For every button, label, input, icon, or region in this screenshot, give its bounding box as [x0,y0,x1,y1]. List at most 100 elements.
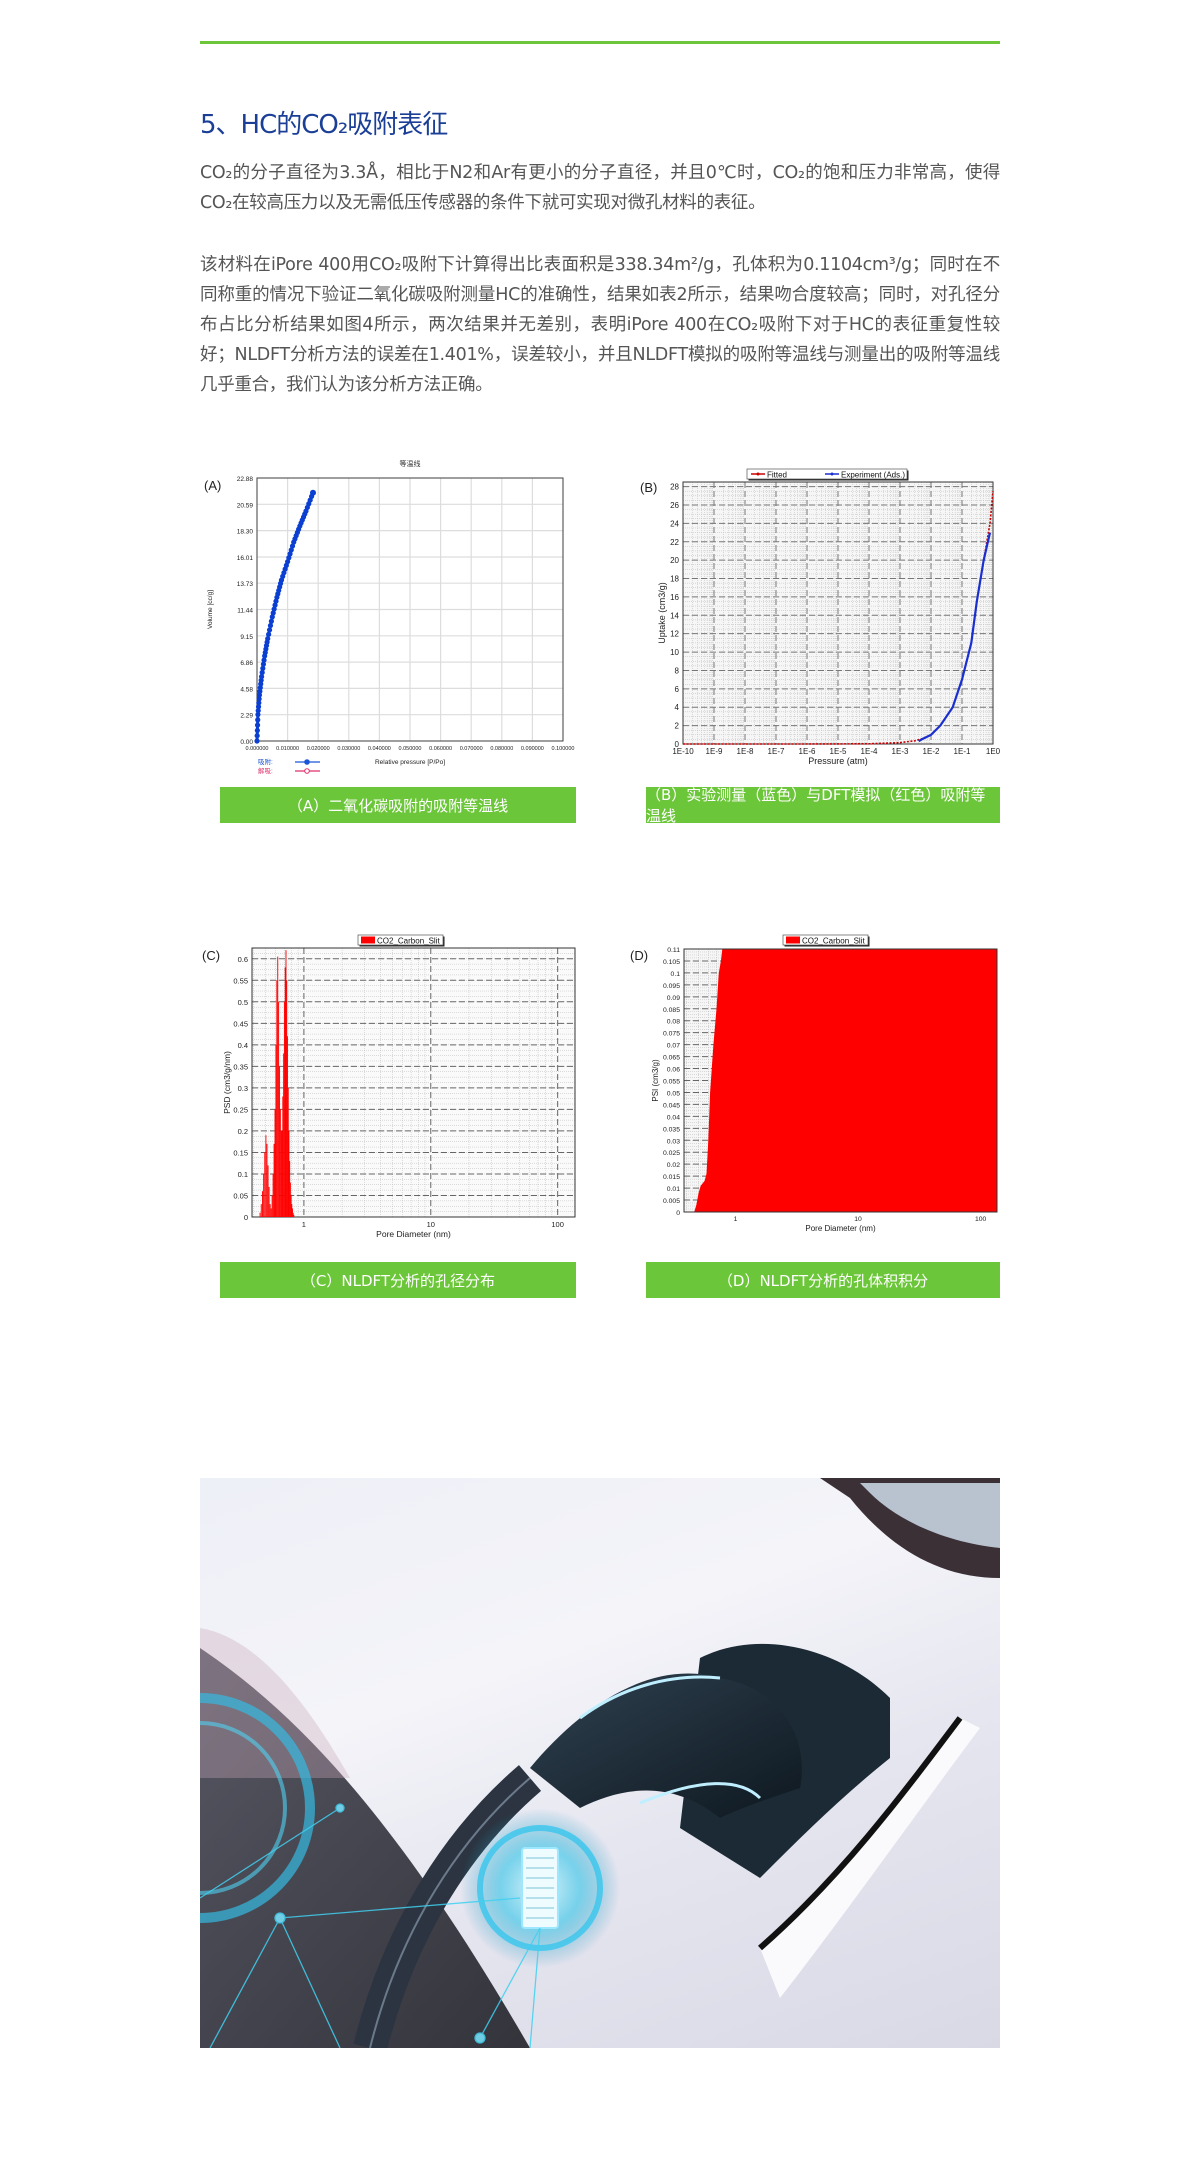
y-tick-label: 0.08 [667,1019,680,1026]
y-tick-label: 0.00 [240,739,253,746]
psd-bar [290,1195,292,1217]
y-tick-label: 12 [670,630,679,639]
y-tick-label: 16.01 [237,555,254,562]
section-title: 5、HC的CO₂吸附表征 [200,110,448,140]
plot-border [256,477,564,742]
psd-bar [263,1173,265,1217]
y-tick-label: 0.015 [663,1174,680,1181]
data-point [255,711,261,718]
data-point [268,618,274,624]
psd-bar [265,1135,267,1217]
data-point [266,627,273,633]
x-axis-label: Relative pressure [P/Po] [375,759,445,766]
psd-bar [293,1214,295,1217]
chart-c-psd: 0 0.05 0.1 0.15 0.2 0.25 0.3 0.35 0.4 0.45 0.5 0.55… [202,934,576,1239]
legend-label: Experiment (Ads.) [841,471,905,480]
psd-bar [283,1001,285,1217]
y-tick-label: 0.09 [667,995,680,1002]
data-point [265,636,271,642]
y-tick-label: 0.085 [663,1007,680,1014]
x-tick-label: 1E0 [986,747,1001,756]
psd-bar [269,1204,271,1217]
plot-border [683,948,998,1213]
chart-title: 等温线 [400,459,421,468]
panel-label: (D) [630,948,648,963]
y-tick-label: 0.45 [233,1019,248,1028]
psi-area [694,949,997,1212]
y-tick-label: 0.055 [663,1079,680,1086]
psd-bar [280,1130,282,1217]
x-tick-label: 0.060000 [429,746,452,752]
psd-bar [283,1053,285,1217]
x-tick-label: 1E-9 [706,747,723,756]
legend-box [782,934,869,946]
y-tick-label: 0.035 [663,1126,680,1133]
ev-charging-photo [200,1478,1000,2048]
x-tick-label: 0.030000 [337,746,360,752]
y-tick-label: 11.44 [237,608,253,615]
psd-bar [279,1109,281,1217]
data-point [260,661,267,667]
psd-bar [284,967,286,1217]
psd-bar [279,1066,280,1217]
y-tick-label: 0.005 [663,1198,680,1205]
legend-swatch [361,936,375,944]
y-tick-label: 0.6 [238,955,248,964]
x-tick-label: 1E-7 [768,747,785,756]
caption-d: （D）NLDFT分析的孔体积积分 [646,1262,1000,1298]
y-tick-label: 0.095 [663,983,680,990]
x-tick-label: 1 [302,1220,306,1229]
caption-c: （C）NLDFT分析的孔径分布 [220,1262,576,1298]
intro-paragraph: CO₂的分子直径为3.3Å，相比于N2和Ar有更小的分子直径，并且0℃时，CO₂… [200,163,1000,213]
x-axis-label: Pore Diameter (nm) [376,1229,451,1239]
y-tick-label: 2 [675,722,680,731]
x-tick-label: 10 [854,1216,862,1223]
y-tick-label: 18.30 [237,529,254,536]
y-tick-label: 26 [670,501,679,510]
x-tick-label: 0.050000 [399,746,422,752]
y-tick-label: 8 [675,666,680,675]
x-tick-label: 0.090000 [521,746,544,752]
psd-bar [276,980,278,1217]
y-tick-label: 0.35 [233,1062,248,1071]
y-axis-label: PSD (cm3/g/nm) [222,1051,232,1114]
psd-bar [275,1044,277,1217]
y-tick-label: 0.25 [233,1105,248,1114]
x-tick-label: 100 [975,1216,987,1223]
y-tick-label: 0 [244,1213,248,1222]
data-point [260,665,266,671]
data-point [272,602,278,608]
y-tick-label: 10 [670,648,679,657]
y-tick-label: 0.55 [233,976,248,985]
psd-bar [291,1208,293,1217]
caption-a: （A）二氧化碳吸附的吸附等温线 [220,787,576,823]
legend-marker [304,768,310,774]
x-tick-label: 100 [551,1220,564,1229]
data-point [309,489,316,496]
y-tick-label: 0.025 [663,1150,680,1157]
y-tick-label: 9.15 [240,634,253,641]
y-tick-label: 0.11 [667,947,680,954]
psd-bar [268,1186,270,1217]
data-point [267,622,274,629]
x-tick-label: 0.080000 [490,746,513,752]
y-tick-label: 0.075 [663,1031,680,1038]
x-tick-label: 1E-10 [672,747,694,756]
psd-bar [291,1204,293,1217]
legend-marker [830,472,834,476]
x-tick-label: 0.040000 [368,746,391,752]
y-tick-label: 0.1 [238,1170,248,1179]
psd-bar [278,1001,280,1217]
psd-bar [289,1161,291,1217]
x-tick-label: 1E-5 [830,747,847,756]
psd-bar [274,1109,276,1217]
y-tick-label: 6.86 [240,660,253,667]
legend-marker [304,759,310,765]
y-tick-label: 0.5 [238,998,248,1007]
y-tick-label: 0.03 [667,1138,680,1145]
experiment-series [918,532,992,743]
panel-label: (A) [204,478,221,493]
panel-label: (B) [640,480,657,495]
chart-d-psi: 0 0.005 0.01 0.015 0.02 0.025 0.03 0.035 0.04 0.0… [630,934,998,1233]
